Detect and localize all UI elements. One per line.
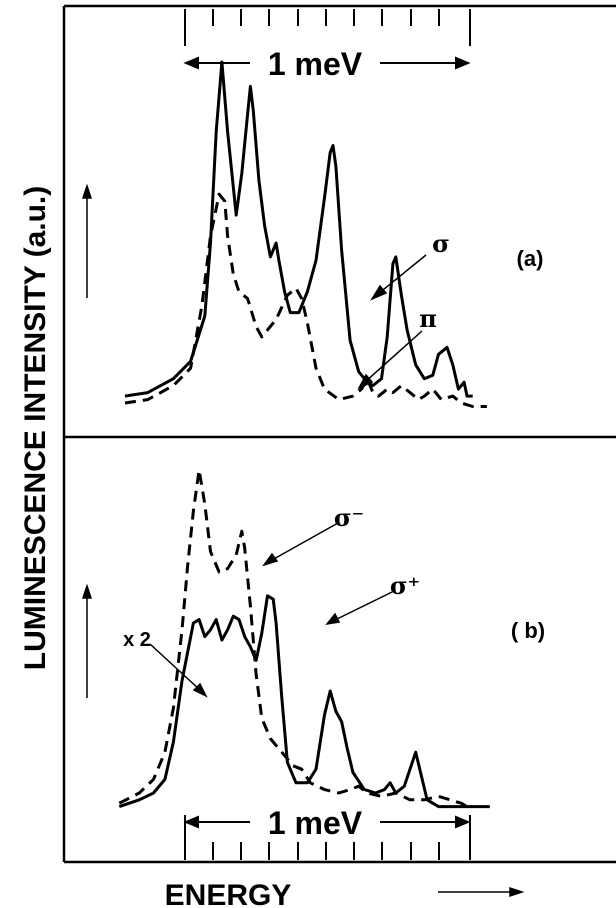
pi-label-a: π xyxy=(419,304,437,333)
bottom-scale-arrow xyxy=(183,815,471,829)
annotation-leaders xyxy=(149,254,427,698)
top-scale-arrow-left-head xyxy=(183,56,199,70)
series-line-a-pi xyxy=(124,192,487,408)
panel-a-label: (a) xyxy=(517,246,544,271)
leader-sigma-plus xyxy=(334,591,393,621)
leader-sigma-a-head xyxy=(370,284,388,301)
energy-arrow-head xyxy=(509,886,525,898)
plot-frame xyxy=(62,4,616,864)
intensity-arrow-b xyxy=(81,583,93,698)
x-axis-label: ENERGY xyxy=(165,879,292,908)
leader-sigma-plus-head xyxy=(325,612,341,626)
leader-pi-a-head xyxy=(357,373,374,390)
intensity-arrow-a xyxy=(81,183,93,298)
top-scale-label: 1 meV xyxy=(268,46,363,82)
bottom-scale-arrow-right-head xyxy=(455,815,471,829)
leader-sigma-a xyxy=(377,254,427,295)
panel-b-label: ( b) xyxy=(511,618,545,643)
leader-pi-a xyxy=(364,330,423,383)
leader-sigma-minus-head xyxy=(262,552,279,567)
intensity-arrow-a-head xyxy=(81,183,93,199)
leader-x2 xyxy=(149,643,201,691)
bottom-scale-label: 1 meV xyxy=(268,805,363,841)
leader-x2-head xyxy=(192,682,208,698)
intensity-arrow-b-head xyxy=(81,583,93,599)
sigma-minus-label: σ⁻ xyxy=(334,503,364,532)
energy-arrow xyxy=(438,886,525,898)
bottom-scale-arrow-left-head xyxy=(183,815,199,829)
series-line-b-sigma-plus xyxy=(118,594,490,809)
leader-sigma-minus xyxy=(271,522,339,561)
top-scale-ticks xyxy=(184,9,471,46)
series-line-a-sigma xyxy=(124,60,473,398)
sigma-plus-label: σ⁺ xyxy=(390,571,420,600)
top-scale-arrow-right-head xyxy=(455,56,471,70)
sigma-label-a: σ xyxy=(432,229,450,258)
x2-scale-label: x 2 xyxy=(123,629,151,651)
y-axis-label: LUMINESCENCE INTENSITY (a.u.) xyxy=(19,186,52,670)
